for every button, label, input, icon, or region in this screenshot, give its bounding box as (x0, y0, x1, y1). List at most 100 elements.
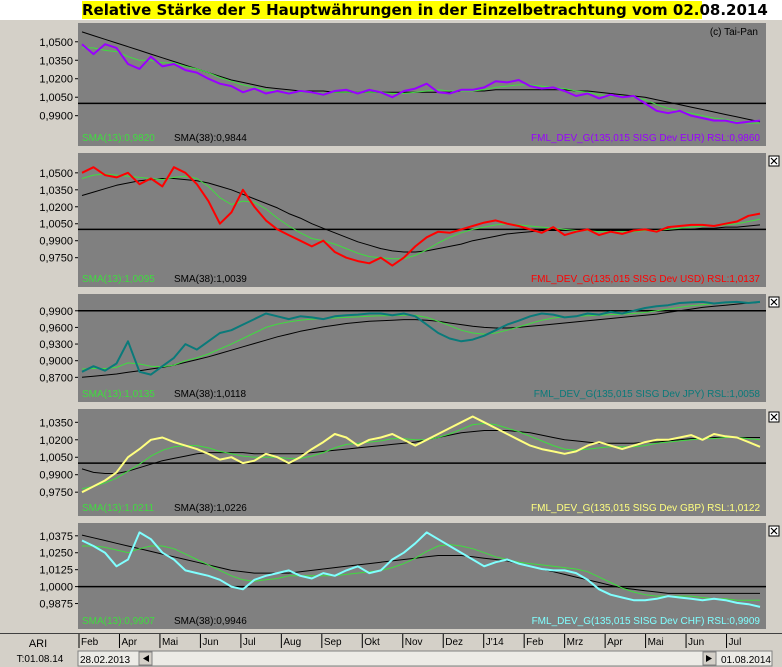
close-icon-stroke (770, 527, 778, 535)
panel-eur: 1,0500 1,0350 1,0200 1,0050 0,9900 SMA(13):0,… (39, 23, 766, 146)
sma13-line-eur (82, 47, 760, 124)
sma13-line-gbp (81, 423, 761, 490)
legend-sma38: SMA(38):1,0118 (174, 389, 247, 400)
plot-area-chf (78, 523, 766, 629)
y-tick-label: 0,9900 (39, 111, 73, 123)
month-label: Apr (121, 637, 137, 648)
rsl-line-usd (81, 166, 761, 267)
y-tick-label: 0,9750 (39, 487, 73, 499)
y-tick-label: 1,0200 (39, 435, 73, 447)
y-tick-label: 1,0200 (39, 74, 73, 86)
y-tick-label: 1,0250 (39, 548, 73, 560)
close-panel-button[interactable] (768, 525, 780, 537)
close-icon (770, 298, 778, 306)
month-label: J'14 (486, 637, 504, 648)
charts-area: 1,0500 1,0350 1,0200 1,0050 0,9900 SMA(13):0,… (0, 20, 782, 633)
rsl-line-eur (81, 43, 761, 125)
y-tick-label: 0,9600 (39, 322, 73, 334)
close-icon-stroke (770, 298, 778, 306)
panel-usd: 1,0500 1,0350 1,0200 1,0050 0,9900 0,9750 SMA(… (39, 153, 780, 287)
y-tick-label: 0,9875 (39, 599, 73, 611)
legend-series: FML_DEV_G(135,015 SISG Dev CHF) RSL:0,99… (532, 616, 761, 627)
start-date-label: 28.02.2013 (80, 655, 130, 666)
month-label: Dez (445, 637, 463, 648)
month-label: Aug (283, 637, 301, 648)
month-label: Jun (202, 637, 218, 648)
plot-area-usd (78, 153, 766, 287)
y-tick-label: 1,0125 (39, 565, 73, 577)
month-label: Mrz (567, 637, 584, 648)
legend-sma13: SMA(13):1,0211 (82, 503, 155, 514)
legend-series: FML_DEV_G(135,015 SISG Dev USD) RSL:1,01… (531, 274, 760, 285)
y-tick-label: 1,0200 (39, 202, 73, 214)
y-tick-label: 0,9750 (39, 253, 73, 265)
month-label: Jul (243, 637, 256, 648)
legend-sma38: SMA(38):0,9844 (174, 133, 247, 144)
rsl-line-jpy (81, 300, 761, 376)
time-scrollbar[interactable] (77, 650, 773, 667)
legend-sma13: SMA(13):1,0095 (82, 274, 155, 285)
y-tick-label: 1,0050 (39, 92, 73, 104)
month-label: Feb (81, 637, 99, 648)
end-date-label: 01.08.2014 (721, 655, 771, 666)
y-tick-label: 0,8700 (39, 372, 73, 384)
y-tick-label: 0,9000 (39, 356, 73, 368)
chevron-left-icon (143, 655, 149, 662)
close-panel-button[interactable] (768, 411, 780, 423)
legend-sma13: SMA(13):0,9907 (82, 616, 155, 627)
indicator-label: ARI (29, 638, 47, 650)
sma13-line-jpy (81, 301, 760, 370)
close-icon (770, 157, 778, 165)
panel-chf: 1,0375 1,0250 1,0125 1,0000 0,9875 SMA(13):0,… (39, 523, 780, 629)
month-label: Feb (526, 637, 544, 648)
y-tick-label: 1,0050 (39, 452, 73, 464)
y-tick-label: 0,9300 (39, 339, 73, 351)
legend-sma38: SMA(38):1,0226 (174, 503, 247, 514)
chevron-right-icon (706, 655, 712, 662)
time-axis-bar: ARI T:01.08.14 Feb Apr Mai Jun Jul Aug Sep Okt Nov… (0, 633, 782, 667)
y-tick-label: 1,0500 (39, 168, 73, 180)
legend-sma38: SMA(38):0,9946 (174, 616, 247, 627)
y-tick-label: 1,0375 (39, 531, 73, 543)
sma13-line-chf (82, 544, 760, 601)
copyright-label: (c) Tai-Pan (710, 27, 758, 38)
panel-gbp: 1,0350 1,0200 1,0050 0,9900 0,9750 SMA(13):1,… (39, 409, 780, 516)
y-tick-label: 0,9900 (39, 236, 73, 248)
close-icon (770, 527, 778, 535)
rsl-line-gbp (81, 415, 761, 494)
legend-series: FML_DEV_G(135,015 SISG Dev JPY) RSL:1,00… (534, 389, 761, 400)
month-label: Jun (688, 637, 704, 648)
rsl-line-chf (81, 531, 761, 608)
close-icon-stroke (770, 157, 778, 165)
charts-svg: 1,0500 1,0350 1,0200 1,0050 0,9900 SMA(13):0,… (39, 23, 780, 629)
month-label: Okt (364, 637, 380, 648)
current-date-label: T:01.08.14 (17, 654, 64, 665)
close-icon (770, 413, 778, 421)
y-tick-label: 1,0350 (39, 185, 73, 197)
month-label: Mai (648, 637, 664, 648)
month-label: Mai (162, 637, 178, 648)
close-panel-button[interactable] (768, 155, 780, 167)
month-label: Sep (324, 637, 342, 648)
legend-sma13: SMA(13):0,9820 (82, 133, 155, 144)
scroll-right-button[interactable] (702, 651, 717, 666)
y-tick-label: 1,0050 (39, 219, 73, 231)
plot-area-eur (78, 23, 766, 146)
y-tick-label: 0,9900 (39, 470, 73, 482)
scroll-left-button[interactable] (138, 651, 153, 666)
time-axis-svg: ARI T:01.08.14 Feb Apr Mai Jun Jul Aug Sep Okt Nov… (0, 633, 782, 667)
y-tick-label: 1,0500 (39, 37, 73, 49)
y-tick-label: 1,0000 (39, 582, 73, 594)
close-panel-button[interactable] (768, 296, 780, 308)
month-label: Jul (729, 637, 742, 648)
page-title: Relative Stärke der 5 Hauptwährungen in … (82, 1, 768, 19)
month-label: Nov (405, 637, 423, 648)
y-tick-label: 0,9900 (39, 306, 73, 318)
y-tick-label: 1,0350 (39, 55, 73, 67)
legend-sma38: SMA(38):1,0039 (174, 274, 247, 285)
title-bar: Relative Stärke der 5 Hauptwährungen in … (0, 0, 782, 20)
legend-sma13: SMA(13):1,0135 (82, 389, 155, 400)
sma38-line-chf (81, 534, 760, 594)
panel-jpy: 0,9900 0,9600 0,9300 0,9000 0,8700 SMA(13):1,… (39, 294, 780, 402)
close-icon-stroke (770, 413, 778, 421)
